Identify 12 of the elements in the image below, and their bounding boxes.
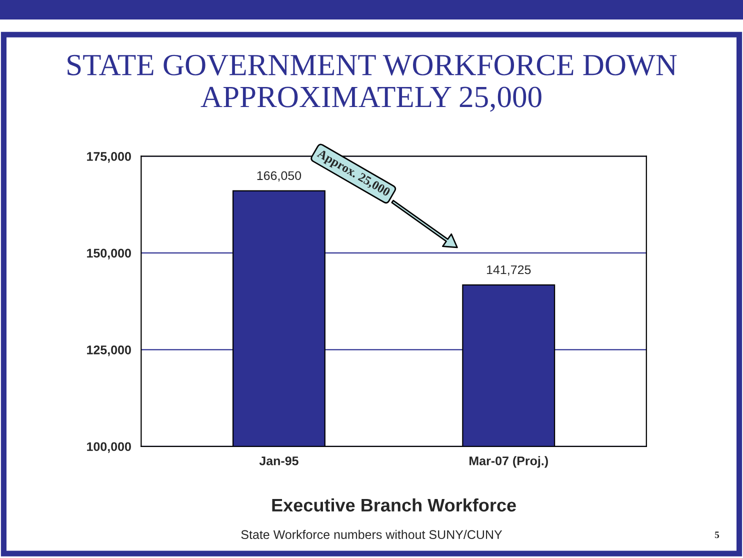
x-axis-title: Executive Branch Workforce bbox=[272, 498, 516, 512]
y-tick-label: 175,000 bbox=[87, 152, 131, 163]
x-tick-label: Jan-95 bbox=[259, 456, 298, 466]
data-label: 141,725 bbox=[486, 265, 531, 276]
y-tick-label: 150,000 bbox=[87, 248, 131, 260]
text: 5 bbox=[714, 532, 720, 538]
y-tick-label: 125,000 bbox=[87, 345, 131, 356]
x-tick-label: Mar-07 (Proj.) bbox=[470, 456, 548, 468]
data-label: 166,050 bbox=[257, 171, 302, 182]
y-tick-label: 100,000 bbox=[87, 442, 131, 453]
chart-title: STATE GOVERNMENT WORKFORCE DOWN APPROXIMATELY 25,000 bbox=[68, 54, 677, 112]
text: State Workforce numbers without SUNY/CUNY bbox=[241, 530, 502, 540]
